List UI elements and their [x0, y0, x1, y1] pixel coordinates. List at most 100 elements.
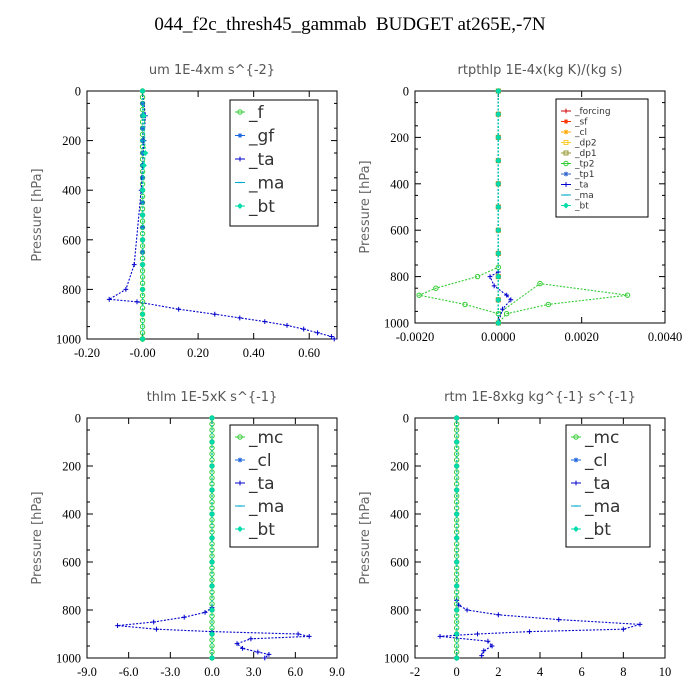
data-point — [563, 171, 569, 177]
y-tick-label: 600 — [390, 224, 409, 238]
data-point — [181, 614, 187, 620]
series-bt — [209, 415, 215, 661]
data-point — [453, 415, 460, 421]
x-tick-label: 0.20 — [187, 346, 209, 360]
data-point — [537, 280, 543, 287]
x-tick-label: 0 — [454, 665, 460, 679]
data-point — [487, 274, 493, 279]
data-point — [503, 311, 510, 317]
legend-label: _ta — [574, 181, 589, 191]
data-point — [453, 583, 460, 589]
data-point — [140, 125, 145, 131]
x-tick-label: -0.0020 — [396, 330, 435, 344]
data-point — [563, 202, 569, 209]
data-point — [237, 133, 243, 138]
data-point — [237, 315, 243, 321]
data-point — [262, 319, 268, 325]
data-point — [209, 535, 215, 541]
legend-label: _tp2 — [574, 160, 594, 170]
y-tick-label: 0 — [403, 412, 409, 426]
legend-box — [229, 99, 319, 227]
series-line — [117, 418, 310, 659]
data-point — [209, 583, 215, 589]
data-point — [237, 156, 243, 162]
data-point — [573, 480, 579, 486]
data-point — [266, 652, 272, 657]
legend-label: _dp1 — [574, 149, 597, 159]
data-point — [315, 330, 320, 336]
data-point — [240, 646, 245, 651]
x-tick-label: 2 — [495, 665, 501, 679]
page-title: 044_f2c_thresh45_gammab BUDGET at265E,-7… — [154, 14, 546, 35]
data-point — [209, 559, 215, 565]
x-tick-label: -0.20 — [74, 346, 100, 360]
series-line — [439, 418, 641, 656]
legend-label: _sf — [574, 118, 588, 128]
data-point — [573, 457, 579, 463]
data-point — [139, 299, 146, 305]
y-tick-label: 400 — [62, 508, 81, 522]
data-point — [209, 415, 215, 421]
data-point — [139, 261, 146, 268]
legend: _mc _cl _ta _ma _bt — [565, 424, 651, 548]
data-point — [563, 160, 569, 167]
data-point — [453, 655, 460, 661]
data-point — [151, 619, 157, 625]
y-axis-label: Pressure [hPa] — [358, 160, 373, 253]
data-point — [331, 336, 337, 342]
data-point — [527, 629, 532, 634]
data-point — [563, 119, 569, 124]
data-point — [209, 451, 215, 457]
legend: _mc _cl _ta _ma _bt — [229, 424, 319, 548]
data-point — [453, 463, 460, 469]
legend-label: _mc — [584, 428, 619, 448]
y-tick-label: 400 — [62, 184, 81, 198]
data-point — [495, 296, 502, 303]
x-tick-label: -3.0 — [160, 665, 180, 679]
data-point — [573, 434, 579, 440]
data-point — [495, 612, 501, 618]
x-tick-label: 4 — [537, 665, 544, 679]
data-point — [620, 626, 626, 632]
y-tick-label: 800 — [390, 270, 409, 284]
legend-label: _ma — [248, 173, 284, 193]
chart-2: rtpthlp 1E-4x(kg K)/(kg s) Pressure [hPa]… — [358, 63, 682, 344]
data-point — [500, 306, 505, 312]
data-point — [301, 326, 307, 332]
data-point — [464, 607, 470, 613]
data-point — [140, 112, 147, 119]
y-tick-label: 0 — [75, 85, 81, 99]
data-point — [209, 655, 215, 661]
data-point — [154, 626, 159, 632]
x-tick-label: 9.0 — [329, 665, 345, 679]
data-point — [481, 648, 487, 654]
data-point — [209, 493, 215, 499]
data-point — [453, 439, 460, 445]
x-tick-label: 3.0 — [246, 665, 262, 679]
data-point — [485, 638, 491, 644]
data-point — [139, 336, 146, 342]
data-point — [212, 311, 218, 317]
data-point — [475, 631, 480, 637]
y-tick-label: 200 — [390, 131, 409, 145]
data-point — [209, 511, 215, 517]
data-point — [142, 150, 149, 156]
series-ta — [115, 415, 312, 661]
data-point — [437, 634, 443, 639]
data-point — [209, 487, 215, 493]
data-point — [563, 129, 569, 135]
y-tick-label: 800 — [62, 604, 81, 618]
data-point — [209, 631, 215, 637]
y-tick-label: 1000 — [56, 652, 81, 666]
data-point — [202, 610, 208, 615]
y-tick-label: 800 — [62, 283, 81, 297]
legend-label: _ta — [248, 474, 275, 494]
data-point — [433, 285, 439, 291]
data-point — [556, 617, 562, 622]
data-point — [453, 559, 460, 565]
y-tick-label: 0 — [75, 412, 81, 426]
data-point — [234, 641, 240, 646]
data-point — [295, 631, 301, 637]
data-point — [495, 320, 502, 326]
data-point — [115, 623, 120, 628]
